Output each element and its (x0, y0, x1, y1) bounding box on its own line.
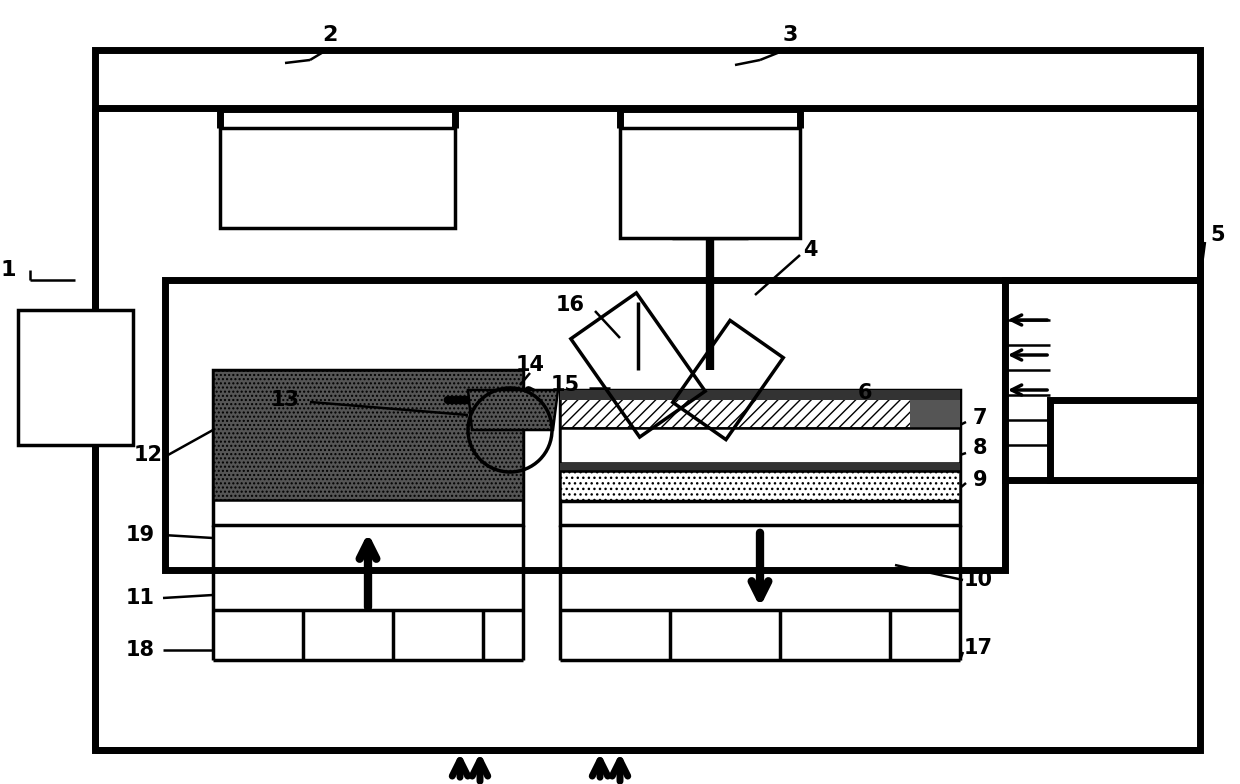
Text: 7: 7 (972, 408, 987, 428)
Text: 16: 16 (556, 295, 584, 315)
Bar (560, 390, 960, 400)
Text: 14: 14 (516, 355, 544, 375)
Text: 10: 10 (963, 570, 992, 590)
Polygon shape (467, 390, 558, 430)
Bar (560, 390, 960, 525)
Text: 19: 19 (125, 525, 155, 545)
Bar (560, 463, 960, 471)
Bar (213, 370, 523, 500)
Text: 11: 11 (125, 588, 155, 608)
Text: 8: 8 (972, 438, 987, 458)
Bar (1050, 400, 1200, 480)
Text: 15: 15 (551, 375, 579, 395)
Text: 17: 17 (963, 638, 992, 658)
Text: 18: 18 (125, 640, 155, 660)
Bar (213, 370, 523, 525)
Text: 5: 5 (1210, 225, 1225, 245)
Text: 6: 6 (858, 383, 872, 403)
Text: 13: 13 (270, 390, 300, 410)
Bar (560, 428, 960, 463)
Bar (165, 280, 1004, 570)
Text: 2: 2 (322, 25, 337, 45)
Text: 3: 3 (782, 25, 797, 45)
Bar (560, 390, 960, 428)
Bar (219, 128, 455, 228)
Text: 1: 1 (0, 260, 16, 280)
Bar (620, 128, 800, 238)
Bar (19, 310, 133, 445)
Bar (1004, 280, 1200, 480)
Bar (213, 370, 523, 500)
Text: 12: 12 (134, 445, 162, 465)
Text: 9: 9 (972, 470, 987, 490)
Bar (910, 390, 960, 428)
Text: 4: 4 (802, 240, 817, 260)
Bar (95, 50, 1200, 750)
Bar (560, 471, 960, 501)
